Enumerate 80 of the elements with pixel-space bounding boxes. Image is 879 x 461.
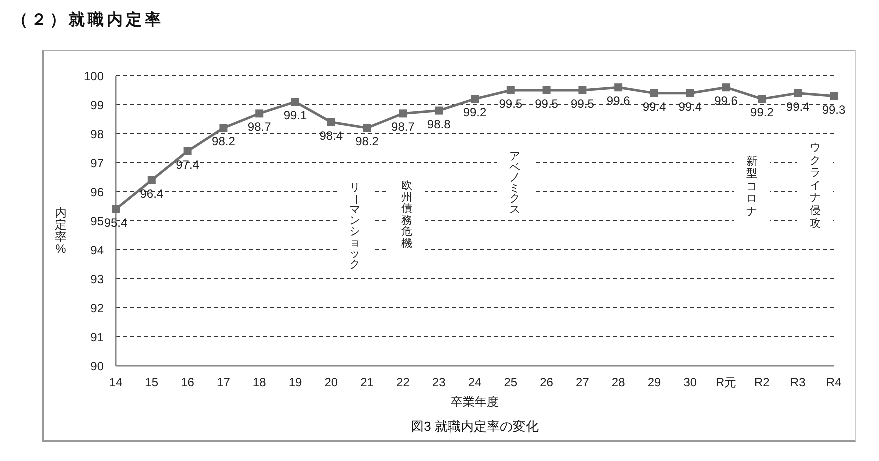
data-label: 98.7 <box>248 120 272 134</box>
point <box>256 110 264 118</box>
caption: 図3 就職内定率の変化 <box>410 418 540 436</box>
point <box>722 84 730 92</box>
data-label: 98.7 <box>392 120 416 134</box>
y-tick-label: 95 <box>90 214 104 228</box>
point <box>794 89 802 98</box>
y-tick-label: 99 <box>90 98 104 112</box>
annotation: ウクライナ侵攻 <box>809 142 822 230</box>
x-tick-label: 19 <box>288 376 302 390</box>
x-tick-label: 26 <box>540 376 554 390</box>
y-tick-label: 94 <box>90 243 104 258</box>
annotation: 新型コロナ <box>746 156 758 218</box>
x-tick-label: 20 <box>324 376 338 390</box>
data-label: 98.2 <box>212 134 236 149</box>
data-label: 99.6 <box>714 94 738 108</box>
data-label: 99.2 <box>750 106 774 120</box>
data-label: 99.3 <box>822 102 846 117</box>
y-tick-label: 92 <box>90 301 104 316</box>
chart-title: （２）就職内定率 <box>12 10 164 31</box>
x-tick-label: 29 <box>648 376 662 390</box>
y-tick-label: 91 <box>90 330 104 344</box>
x-tick-label: 27 <box>576 376 590 390</box>
point <box>578 86 587 94</box>
data-label: 98.8 <box>427 117 452 132</box>
x-tick-label: 22 <box>396 376 410 390</box>
point <box>292 98 300 106</box>
y-tick-label: 98 <box>90 127 104 142</box>
point <box>650 89 658 98</box>
annotation: リーマンショック <box>349 182 362 271</box>
point <box>830 92 838 100</box>
point <box>471 95 479 104</box>
data-label: 96.4 <box>140 186 164 201</box>
y-tick-label: 90 <box>90 359 104 374</box>
point <box>686 89 694 98</box>
point <box>327 118 336 126</box>
x-tick-label: 16 <box>181 376 195 390</box>
point <box>148 176 156 184</box>
x-tick-label: 23 <box>432 376 446 390</box>
y-tick-label: 100 <box>84 69 104 84</box>
y-tick-label: 93 <box>90 272 104 286</box>
annotation: 欧州債務危機 <box>400 180 413 250</box>
x-tick-label: R元 <box>716 376 737 390</box>
x-tick-label: 18 <box>252 376 267 390</box>
data-label: 95.4 <box>104 216 128 230</box>
x-tick-label: R2 <box>754 376 770 390</box>
data-label: 99.4 <box>678 100 702 114</box>
y-axis-title: 内定率% <box>54 206 68 256</box>
x-tick-label: R3 <box>790 376 806 390</box>
data-label: 99.2 <box>463 106 487 120</box>
point <box>758 95 766 104</box>
point <box>506 86 515 94</box>
annotation: アベノミクス <box>509 151 522 216</box>
x-tick-label: R4 <box>826 376 842 390</box>
data-label: 99.5 <box>535 97 559 112</box>
x-tick-label: 17 <box>217 376 231 390</box>
x-axis-title: 卒業年度 <box>450 394 500 411</box>
y-tick-label: 96 <box>90 185 104 200</box>
data-label: 99.5 <box>499 97 523 112</box>
x-tick-label: 28 <box>612 376 626 390</box>
point <box>184 147 192 156</box>
x-tick-label: 21 <box>360 376 374 390</box>
x-tick-label: 30 <box>684 376 698 390</box>
point <box>112 205 120 214</box>
point <box>435 106 444 115</box>
point <box>220 124 228 132</box>
x-tick-label: 14 <box>109 376 123 390</box>
point <box>614 84 623 92</box>
x-tick-label: 24 <box>468 376 482 390</box>
point <box>542 86 551 94</box>
data-label: 99.6 <box>606 94 631 108</box>
data-label: 97.4 <box>176 158 200 172</box>
data-label: 99.4 <box>786 100 810 114</box>
y-tick-label: 97 <box>90 156 104 170</box>
point <box>363 124 372 132</box>
x-tick-label: 25 <box>504 376 518 390</box>
point <box>399 110 408 118</box>
data-label: 98.2 <box>356 134 380 149</box>
x-tick-label: 15 <box>145 376 159 390</box>
data-label: 99.1 <box>284 108 308 123</box>
